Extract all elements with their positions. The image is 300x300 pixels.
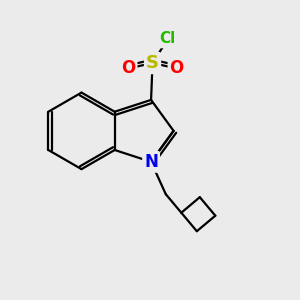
Text: O: O <box>121 59 136 77</box>
Text: Cl: Cl <box>160 32 176 46</box>
Text: N: N <box>144 153 158 171</box>
Text: O: O <box>169 59 184 77</box>
Text: S: S <box>146 54 159 72</box>
